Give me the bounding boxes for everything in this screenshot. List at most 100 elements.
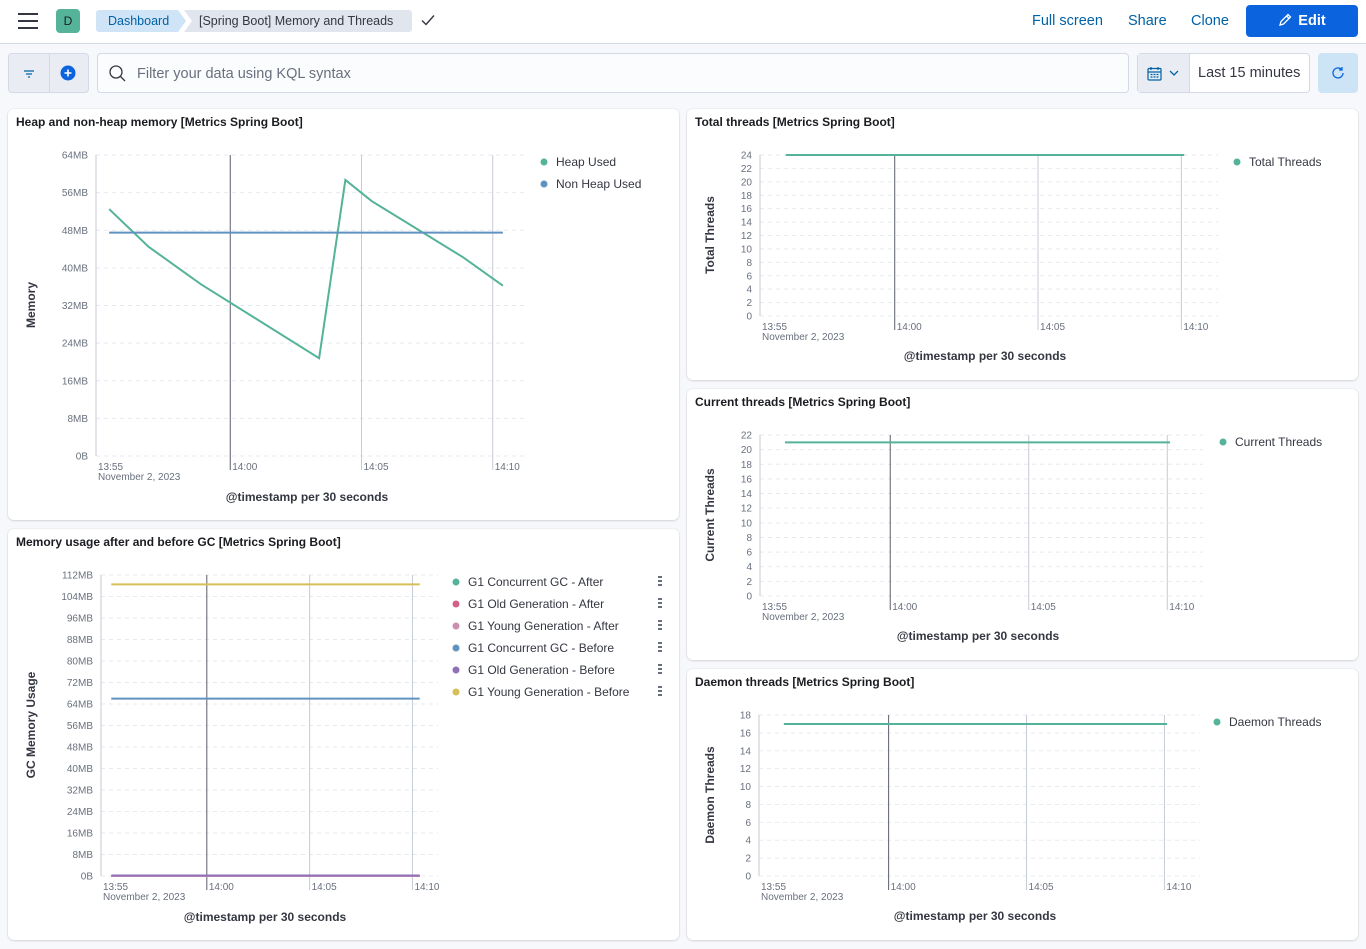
clone-link[interactable]: Clone <box>1191 13 1229 29</box>
x-axis-title: @timestamp per 30 seconds <box>904 349 1067 363</box>
y-tick-label: 12 <box>741 504 753 515</box>
legend-label: G1 Old Generation - After <box>468 597 604 611</box>
x-date-label: November 2, 2023 <box>761 892 844 903</box>
legend-action-icon <box>658 650 662 652</box>
y-tick-label: 2 <box>746 577 752 588</box>
legend-action-icon <box>658 672 662 674</box>
panel-title: Current threads [Metrics Spring Boot] <box>695 395 911 409</box>
save-check-icon[interactable] <box>420 12 436 28</box>
gc-memory-chart: 0B 8MB 16MB 24MB 32MB 40MB 48MB 56MB 64MB 72MB 80M… <box>24 571 662 924</box>
y-tick-label: 16MB <box>62 376 88 387</box>
panel-current-threads: Current threads [Metrics Spring Boot] 0 2… <box>687 389 1358 660</box>
x-tick-label: 14:00 <box>897 322 922 333</box>
y-tick-label: 14 <box>741 218 753 229</box>
y-tick-label: 0 <box>746 312 752 323</box>
y-tick-label: 4 <box>746 285 752 296</box>
kql-search-input[interactable]: Filter your data using KQL syntax <box>97 53 1129 93</box>
y-tick-label: 8 <box>746 258 752 269</box>
y-tick-label: 6 <box>746 271 752 282</box>
y-axis-title: Total Threads <box>703 196 717 274</box>
x-tick-label: 14:10 <box>495 462 520 473</box>
legend-label: G1 Concurrent GC - After <box>468 575 603 589</box>
chevron-down-icon <box>1169 70 1179 76</box>
x-tick-label: 13:55 <box>103 882 128 893</box>
x-date-label: November 2, 2023 <box>103 892 186 903</box>
y-tick-label: 24MB <box>67 807 93 818</box>
y-tick-label: 18 <box>740 711 752 722</box>
legend-label: Current Threads <box>1235 435 1322 449</box>
legend-label: G1 Concurrent GC - Before <box>468 641 614 655</box>
y-tick-label: 16MB <box>67 829 93 840</box>
x-tick-label: 13:55 <box>762 322 787 333</box>
y-tick-label: 56MB <box>67 721 93 732</box>
x-tick-label: 14:05 <box>1029 882 1054 893</box>
legend-swatch <box>452 600 460 608</box>
x-date-label: November 2, 2023 <box>762 332 845 343</box>
share-link[interactable]: Share <box>1128 13 1167 29</box>
y-tick-label: 88MB <box>67 635 93 646</box>
x-tick-label: 14:10 <box>414 882 439 893</box>
legend-action-icon <box>658 686 662 688</box>
y-tick-label: 0B <box>76 452 89 463</box>
heap-memory-chart: 0B 8MB 16MB 24MB 32MB 40MB 48MB 56MB 64MB 13:55 14… <box>24 151 641 505</box>
full-screen-link[interactable]: Full screen <box>1032 13 1103 29</box>
x-tick-label: 14:10 <box>1169 602 1194 613</box>
y-tick-label: 6 <box>746 548 752 559</box>
panel-total-threads: Total threads [Metrics Spring Boot] 0 2 4 6… <box>687 109 1358 380</box>
x-tick-label: 14:00 <box>892 602 917 613</box>
x-date-label: November 2, 2023 <box>98 472 181 483</box>
legend-action-icon <box>658 584 662 586</box>
menu-icon[interactable] <box>18 13 38 29</box>
y-tick-label: 10 <box>741 518 753 529</box>
x-tick-label: 14:00 <box>209 882 234 893</box>
y-tick-label: 2 <box>746 298 752 309</box>
legend-swatch <box>452 578 460 586</box>
breadcrumb-current-dashboard: [Spring Boot] Memory and Threads <box>184 10 412 32</box>
x-tick-label: 14:00 <box>232 462 257 473</box>
panel-title: Heap and non-heap memory [Metrics Spring… <box>16 115 303 129</box>
legend-label: Total Threads <box>1249 155 1322 169</box>
quick-menu-button[interactable] <box>1138 54 1190 92</box>
space-avatar[interactable]: D <box>56 9 80 33</box>
add-filter-icon[interactable] <box>60 65 76 81</box>
x-tick-label: 13:55 <box>98 462 123 473</box>
y-tick-label: 40MB <box>62 263 88 274</box>
time-range-label[interactable]: Last 15 minutes <box>1198 65 1301 81</box>
legend-label: Daemon Threads <box>1229 715 1322 729</box>
legend-swatch <box>1233 158 1241 166</box>
date-picker[interactable]: Last 15 minutes <box>1137 53 1310 93</box>
current-threads-chart: 0 2 4 6 8 10 12 14 16 18 20 22 13:55 14:00 14:05 14:10 N… <box>703 431 1322 644</box>
x-tick-label: 13:55 <box>762 602 787 613</box>
y-tick-label: 8 <box>745 800 751 811</box>
legend-action-icon <box>658 694 662 696</box>
breadcrumb-dashboard[interactable]: Dashboard <box>96 10 186 32</box>
x-axis-title: @timestamp per 30 seconds <box>894 909 1057 923</box>
y-tick-label: 16 <box>741 474 753 485</box>
panel-title: Total threads [Metrics Spring Boot] <box>695 115 895 129</box>
x-axis-title: @timestamp per 30 seconds <box>184 910 347 924</box>
y-tick-label: 10 <box>741 244 753 255</box>
legend-swatch <box>1213 718 1221 726</box>
y-tick-label: 32MB <box>67 786 93 797</box>
y-tick-label: 0 <box>745 872 751 883</box>
y-tick-label: 10 <box>740 782 752 793</box>
legend-action-icon <box>658 606 662 608</box>
x-tick-label: 14:00 <box>891 882 916 893</box>
y-axis-title: Memory <box>24 282 38 328</box>
top-nav-bar: D Dashboard [Spring Boot] Memory and Thr… <box>0 0 1366 44</box>
y-tick-label: 18 <box>741 460 753 471</box>
y-tick-label: 8MB <box>72 850 93 861</box>
refresh-button[interactable] <box>1318 53 1358 93</box>
filter-icon[interactable] <box>22 67 36 81</box>
search-icon <box>109 65 126 82</box>
legend-action-icon <box>658 690 662 692</box>
y-tick-label: 56MB <box>62 188 88 199</box>
legend-action-icon <box>658 580 662 582</box>
edit-button[interactable]: Edit <box>1246 5 1358 37</box>
y-tick-label: 64MB <box>67 700 93 711</box>
y-tick-label: 24MB <box>62 339 88 350</box>
legend-swatch <box>540 180 548 188</box>
legend-action-icon <box>658 646 662 648</box>
legend-action-icon <box>658 664 662 666</box>
